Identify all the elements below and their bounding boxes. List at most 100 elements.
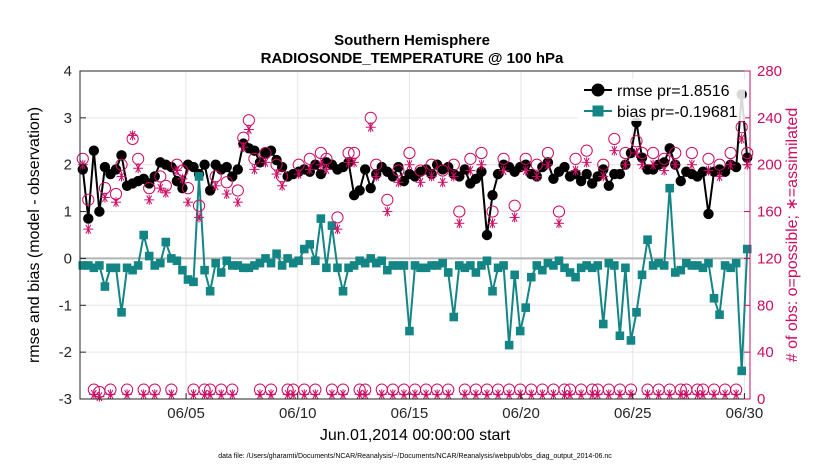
- assimilated-obs-point: [382, 206, 393, 217]
- possible-obs-point: [741, 146, 754, 160]
- bias-point: [510, 270, 519, 280]
- chart-title-line-1: Southern Hemisphere: [334, 32, 490, 49]
- assimilated-obs-point: [731, 389, 742, 400]
- assimilated-obs-point: [697, 389, 708, 400]
- assimilated-obs-point: [387, 389, 398, 400]
- assimilated-obs-point: [465, 165, 476, 176]
- assimilated-obs-point: [144, 194, 155, 205]
- bias-point: [294, 256, 304, 266]
- bias-point: [504, 340, 514, 350]
- assimilated-obs-point: [581, 157, 592, 168]
- bias-point: [189, 277, 198, 287]
- assimilated-obs-point: [686, 159, 697, 170]
- right-tick-label: 280: [757, 63, 782, 80]
- bias-point: [100, 282, 110, 291]
- legend-rmse-marker: [591, 83, 605, 97]
- rmse-point: [254, 157, 266, 168]
- rmse-point: [575, 175, 587, 187]
- rmse-point: [664, 143, 675, 154]
- rmse-point: [232, 164, 244, 175]
- possible-obs-point: [597, 158, 610, 171]
- left-tick-label: 1: [64, 204, 72, 221]
- bias-point: [222, 256, 232, 266]
- assimilated-obs-point: [736, 133, 747, 144]
- bias-point: [227, 261, 237, 270]
- bias-point: [139, 230, 148, 240]
- assimilated-obs-point: [565, 389, 576, 400]
- bias-point: [737, 366, 746, 376]
- assimilated-obs-point: [703, 165, 714, 176]
- bias-point: [216, 268, 226, 277]
- assimilated-obs-point: [598, 171, 609, 182]
- bias-point: [720, 261, 730, 270]
- bias-point: [155, 258, 165, 268]
- bias-point: [311, 256, 320, 266]
- assimilated-obs-point: [415, 177, 426, 188]
- bias-point: [244, 263, 254, 273]
- assimilated-obs-point: [105, 389, 116, 400]
- bias-point: [200, 265, 209, 275]
- rmse-point: [271, 154, 282, 166]
- rmse-point: [492, 168, 504, 180]
- bias-point: [665, 183, 675, 193]
- bias-point: [709, 293, 719, 303]
- assimilated-obs-point: [592, 389, 603, 400]
- assimilated-obs-point: [288, 389, 299, 400]
- assimilated-obs-point: [277, 180, 288, 191]
- bias-point: [133, 261, 143, 270]
- assimilated-obs-point: [432, 389, 443, 400]
- assimilated-obs-point: [509, 212, 520, 223]
- right-axis: 0 40 80 120 160 200 240 280: [744, 63, 782, 408]
- bias-point: [338, 286, 348, 296]
- possible-obs-point: [231, 184, 244, 197]
- left-tick-label: -3: [59, 391, 72, 408]
- rmse-point: [398, 175, 410, 187]
- bias-point: [499, 261, 508, 270]
- assimilated-obs-point: [205, 389, 216, 400]
- assimilated-obs-point: [249, 164, 260, 175]
- rmse-point: [83, 213, 94, 224]
- assimilated-obs-point: [448, 171, 459, 182]
- bias-point: [582, 261, 591, 270]
- bias-point: [443, 268, 453, 277]
- legend-bias-marker: [592, 105, 604, 117]
- bias-point: [421, 263, 431, 273]
- assimilated-obs-point: [321, 164, 332, 175]
- bias-point: [383, 265, 392, 275]
- assimilated-obs-point: [504, 389, 515, 400]
- bias-point: [261, 254, 270, 263]
- bias-point: [554, 256, 564, 266]
- bias-point: [549, 261, 558, 270]
- bias-point: [205, 286, 215, 296]
- rmse-point: [249, 145, 260, 156]
- possible-obs-point: [370, 158, 383, 171]
- rmse-point: [88, 145, 100, 156]
- possible-obs-point: [392, 164, 405, 177]
- bias-point: [560, 263, 569, 273]
- possible-obs-point: [608, 132, 621, 146]
- assimilated-obs-point: [398, 389, 409, 400]
- bias-point: [366, 254, 376, 263]
- assimilated-obs-point: [481, 389, 492, 400]
- possible-obs-point: [98, 182, 112, 195]
- y-axis-label-left: rmse and bias (model - observation): [26, 107, 43, 363]
- rmse-point: [94, 206, 105, 217]
- assimilated-obs-point: [166, 389, 177, 400]
- bias-point: [95, 261, 104, 270]
- bias-point: [272, 249, 281, 259]
- assimilated-obs-point: [393, 177, 404, 188]
- bias-point: [305, 240, 315, 249]
- rmse-point: [116, 150, 127, 161]
- bias-point: [632, 308, 641, 317]
- assimilated-obs-point: [443, 389, 454, 400]
- bias-point: [355, 256, 364, 266]
- bias-point: [194, 172, 204, 181]
- rmse-point: [481, 229, 493, 241]
- assimilated-obs-point: [254, 389, 265, 400]
- rmse-point: [144, 178, 155, 189]
- bias-point: [604, 258, 614, 268]
- possible-obs-point: [82, 193, 95, 206]
- bias-point: [233, 261, 243, 270]
- right-tick-label: 120: [757, 250, 782, 267]
- x-tick-label: 06/15: [391, 405, 429, 422]
